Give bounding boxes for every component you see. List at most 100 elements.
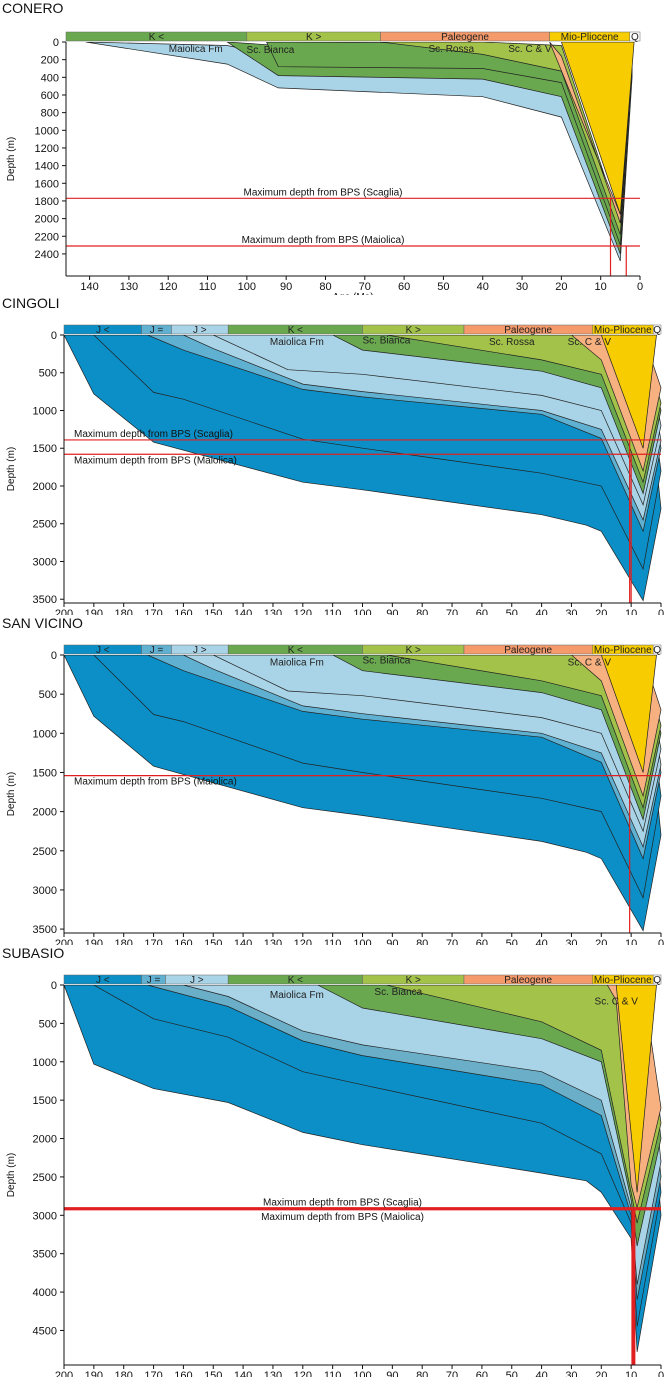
period-label: J >: [193, 325, 207, 336]
panel-title: CINGOLI: [2, 295, 60, 311]
y-tick-label: 1500: [33, 443, 57, 455]
x-tick-label: 190: [85, 938, 103, 945]
period-label: Paleogene: [441, 32, 489, 43]
formation-label: Sc. Rossa: [489, 337, 535, 348]
period-label: J >: [190, 975, 204, 986]
x-tick-label: 50: [506, 1370, 518, 1377]
burial-layer: [600, 655, 657, 773]
x-tick-label: 100: [353, 608, 371, 615]
layer-group: [64, 655, 662, 932]
x-tick-label: 120: [159, 281, 177, 293]
x-tick-label: 90: [386, 938, 398, 945]
max-depth-label: Maximum depth from BPS (Maiolica): [74, 455, 237, 466]
y-tick-label: 3500: [33, 594, 57, 606]
chart-svg: J < J = J > K < K > Paleogene Mio-Pliocene Q Mai…: [6, 974, 664, 1377]
x-tick-label: 180: [115, 938, 133, 945]
y-tick-label: 1500: [33, 1095, 57, 1107]
formation-label: Sc. Rossa: [428, 44, 474, 55]
x-tick-label: 80: [319, 281, 331, 293]
max-depth-label: Maximum depth from BPS (Maiolica): [242, 235, 405, 246]
y-tick-label: 4500: [33, 1325, 57, 1337]
formation-label: Maiolica Fm: [270, 990, 324, 1001]
x-tick-label: 200: [55, 608, 73, 615]
x-tick-label: 160: [174, 938, 192, 945]
y-tick-label: 2000: [35, 214, 59, 226]
x-tick-label: 90: [386, 608, 398, 615]
y-axis-label: Depth (m): [6, 772, 17, 816]
x-tick-label: 130: [264, 1370, 282, 1377]
x-tick-label: 160: [174, 608, 192, 615]
max-depth-label: Maximum depth from BPS (Scaglia): [244, 187, 403, 198]
period-band: [652, 644, 662, 655]
x-tick-label: 0: [658, 1370, 664, 1377]
period-label: K >: [306, 32, 321, 43]
period-label: Mio-Pliocene: [594, 975, 652, 986]
y-tick-label: 2000: [33, 481, 57, 493]
x-tick-label: 0: [637, 281, 643, 293]
formation-label: Maiolica Fm: [169, 44, 223, 55]
x-tick-label: 130: [264, 608, 282, 615]
burial-layer: [226, 42, 633, 255]
period-label: K >: [406, 975, 421, 986]
y-tick-label: 800: [41, 108, 59, 120]
period-label: J <: [96, 325, 110, 336]
x-tick-label: 110: [199, 281, 217, 293]
burial-layer: [615, 985, 657, 1193]
layer-group: [64, 335, 662, 602]
x-tick-label: 20: [595, 938, 607, 945]
panel-cingoli: CINGOLI J < J = J > K < K > Paleogene Mio-Plio…: [0, 295, 667, 615]
x-tick-label: 80: [416, 1370, 428, 1377]
period-label: Mio-Pliocene: [594, 325, 652, 336]
x-tick-label: 70: [446, 1370, 458, 1377]
x-tick-label: 90: [280, 281, 292, 293]
period-label: Mio-Pliocene: [594, 645, 652, 656]
y-tick-label: 2400: [35, 249, 59, 261]
x-tick-label: 100: [353, 1370, 371, 1377]
y-tick-label: 600: [41, 90, 59, 102]
x-tick-label: 0: [658, 608, 664, 615]
period-label: Paleogene: [504, 325, 552, 336]
chart-svg: K < K > Paleogene Sc. C & V Mio-Pliocene Q Mai…: [6, 31, 643, 295]
x-tick-label: 60: [476, 608, 488, 615]
x-tick-label: 40: [535, 608, 547, 615]
x-tick-label: 40: [477, 281, 489, 293]
x-tick-label: 10: [625, 938, 637, 945]
x-tick-label: 140: [80, 281, 98, 293]
period-label: Mio-Pliocene: [561, 32, 619, 43]
y-tick-label: 2000: [33, 807, 57, 819]
period-label: J =: [147, 975, 161, 986]
y-tick-label: 0: [51, 650, 57, 662]
y-tick-label: 2500: [33, 519, 57, 531]
formation-label: Maiolica Fm: [270, 337, 324, 348]
x-tick-label: 170: [144, 608, 162, 615]
y-tick-label: 500: [39, 689, 57, 701]
period-label: J =: [150, 645, 164, 656]
x-tick-label: 30: [565, 608, 577, 615]
x-tick-label: 180: [115, 1370, 133, 1377]
period-label: J =: [150, 325, 164, 336]
x-tick-label: 20: [555, 281, 567, 293]
x-tick-label: 10: [595, 281, 607, 293]
x-tick-label: 120: [294, 938, 312, 945]
panel-title: SUBASIO: [2, 945, 65, 961]
max-depth-label: Maximum depth from BPS (Maiolica): [74, 777, 237, 788]
period-band: [652, 324, 662, 335]
y-tick-label: 3500: [33, 1249, 57, 1261]
y-tick-label: 500: [39, 1018, 57, 1030]
x-tick-label: 120: [294, 1370, 312, 1377]
period-label: Paleogene: [504, 975, 552, 986]
max-depth-label: Maximum depth from BPS (Scaglia): [263, 1197, 422, 1208]
burial-layer: [386, 335, 662, 484]
x-tick-label: 140: [234, 938, 252, 945]
x-tick-label: 30: [565, 938, 577, 945]
formation-label: Sc. C & V: [508, 44, 552, 55]
x-tick-label: 20: [595, 608, 607, 615]
period-label: Q: [653, 645, 661, 656]
layer-group: [85, 42, 635, 262]
x-tick-label: 160: [174, 1370, 192, 1377]
y-tick-label: 0: [51, 330, 57, 342]
panel-conero: CONERO K < K > Paleogene Sc. C & V Mio-Plioc…: [0, 0, 667, 295]
x-tick-label: 40: [535, 1370, 547, 1377]
chart-svg: J < J = J > K < K > Paleogene Mio-Pliocene Q Mai…: [6, 644, 664, 945]
x-tick-label: 10: [625, 608, 637, 615]
